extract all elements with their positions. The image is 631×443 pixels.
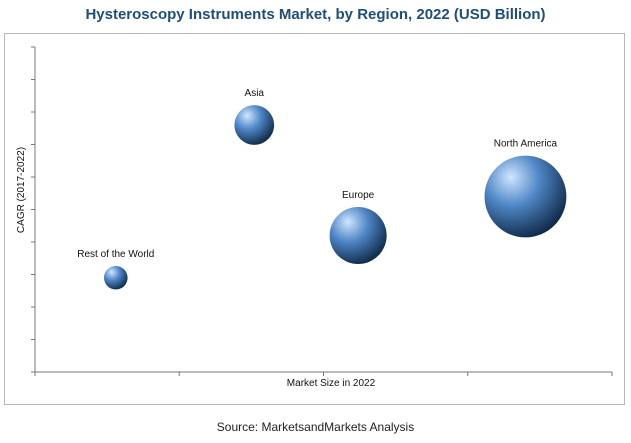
chart-frame [4,33,625,405]
bubble-label: North America [494,139,558,150]
x-axis-label: Market Size in 2022 [287,378,376,389]
bubble-asia [234,105,275,145]
bubble-europe [329,206,387,265]
bubble-north-america [484,155,567,238]
bubble-labels: Asia North America Europe Rest of the World [77,88,557,260]
y-axis-label: CAGR (2017-2022) [16,147,27,233]
bubble-label: Asia [245,88,265,99]
bubble-rest-of-the-world [104,265,128,290]
bubbles [104,105,567,290]
chart-title: Hysteroscopy Instruments Market, by Regi… [85,6,546,23]
axes [31,46,613,376]
bubble-label: Europe [342,190,375,201]
source-note: Source: MarketsandMarkets Analysis [216,420,415,434]
bubble-label: Rest of the World [77,249,154,260]
